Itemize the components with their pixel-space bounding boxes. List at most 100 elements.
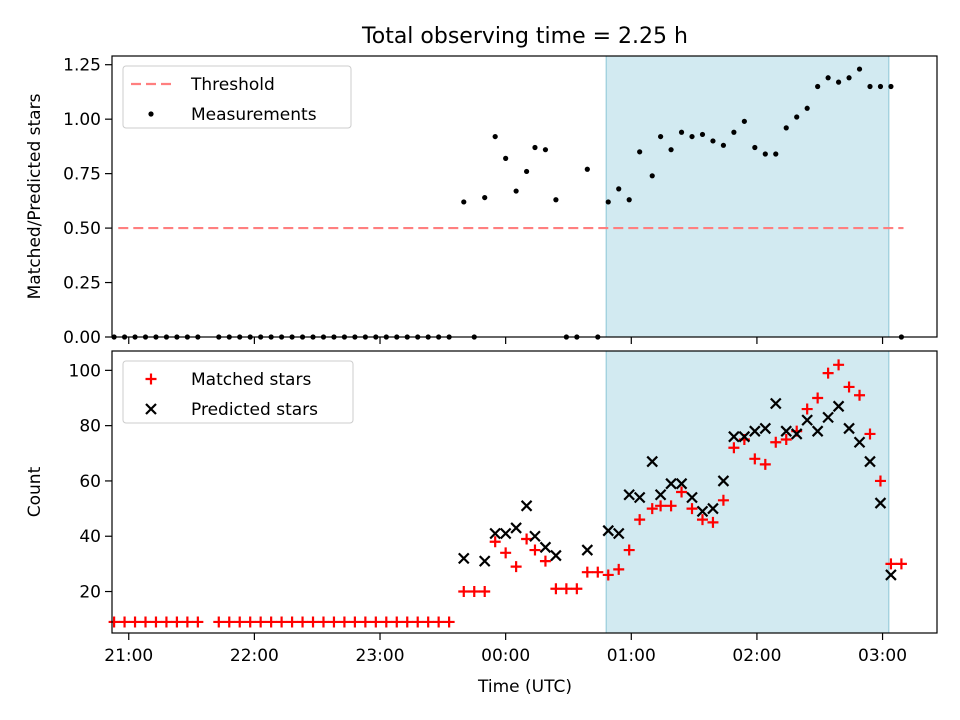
matched-point xyxy=(717,494,729,506)
legend: Threshold Measurements xyxy=(122,65,352,129)
y-tick-label: 0.25 xyxy=(63,274,101,294)
y-tick-label: 80 xyxy=(79,417,101,437)
measurement-point xyxy=(815,83,821,90)
measurement-point xyxy=(804,105,810,111)
matched-point xyxy=(895,558,907,570)
matched-point xyxy=(108,616,120,628)
x-tick-label: 21:00 xyxy=(104,646,153,666)
x-tick-label: 02:00 xyxy=(732,646,781,666)
predicted-point xyxy=(520,500,533,512)
predicted-point xyxy=(510,522,522,534)
count-panel: 20 40 60 80 100 21:00 22:00 23:00 00:00 01:00 02:0… xyxy=(25,350,938,666)
measurement-point xyxy=(794,114,800,120)
predicted-point xyxy=(654,488,667,501)
y-axis-label: Count xyxy=(25,466,45,517)
x-axis-label: Time (UTC) xyxy=(477,677,572,697)
matched-point xyxy=(150,616,162,628)
legend: Matched stars Predicted stars xyxy=(122,360,354,424)
series-matched-stars xyxy=(108,359,907,628)
predicted-point xyxy=(717,475,730,487)
matched-point xyxy=(380,616,392,628)
measurement-point xyxy=(877,83,884,90)
predicted-point xyxy=(633,491,646,504)
matched-point xyxy=(822,367,834,379)
predicted-point xyxy=(832,400,845,413)
matched-point xyxy=(529,544,541,556)
measurement-point xyxy=(503,155,509,161)
predicted-point xyxy=(853,436,866,449)
matched-point xyxy=(234,616,246,628)
x-tick-label: 00:00 xyxy=(481,646,530,666)
measurement-point xyxy=(523,168,530,175)
measurement-point xyxy=(626,197,632,203)
matched-point xyxy=(140,616,152,628)
chart-title: Total observing time = 2.25 h xyxy=(361,24,688,49)
predicted-point xyxy=(843,422,855,435)
plot-frame xyxy=(111,350,938,634)
x-tick-label: 23:00 xyxy=(356,646,405,666)
matched-point xyxy=(307,616,319,628)
matched-point xyxy=(443,616,455,628)
matched-point xyxy=(812,392,824,404)
legend-label: Predicted stars xyxy=(191,400,318,420)
matched-point xyxy=(592,566,604,578)
measurement-point xyxy=(649,173,655,179)
matched-point xyxy=(276,616,288,628)
y-tick-label: 1.25 xyxy=(63,56,101,76)
predicted-point xyxy=(696,505,709,518)
ratio-panel: 0.00 0.25 0.50 0.75 1.00 1.25 Matched/Predicte… xyxy=(25,55,938,348)
measurement-point xyxy=(482,194,488,201)
matched-point xyxy=(885,558,897,570)
matched-point xyxy=(370,616,382,628)
measurement-point xyxy=(867,83,873,90)
matched-point xyxy=(854,389,866,401)
matched-point xyxy=(759,458,771,470)
predicted-point xyxy=(801,414,813,426)
matched-point xyxy=(479,586,491,598)
predicted-point xyxy=(864,455,876,468)
predicted-point xyxy=(665,477,677,490)
measurement-point xyxy=(752,144,758,151)
matched-point xyxy=(510,561,522,573)
plot-frame xyxy=(111,55,938,338)
predicted-point xyxy=(728,430,740,443)
matched-point xyxy=(623,544,635,556)
measurement-point xyxy=(492,133,498,140)
y-tick-label: 60 xyxy=(79,472,101,492)
measurement-point xyxy=(668,147,674,153)
predicted-point xyxy=(602,524,615,537)
predicted-point xyxy=(581,544,594,556)
predicted-point xyxy=(686,491,698,504)
matched-point xyxy=(843,381,855,393)
predicted-point xyxy=(646,455,659,468)
matched-point xyxy=(160,616,172,628)
matched-point xyxy=(864,428,876,440)
matched-point xyxy=(801,403,813,415)
measurement-point xyxy=(513,188,519,194)
predicted-point xyxy=(675,477,688,490)
matched-point xyxy=(665,500,677,512)
predicted-point xyxy=(780,425,793,437)
matched-point xyxy=(655,500,667,512)
matched-point xyxy=(265,616,277,628)
measurement-point xyxy=(731,129,737,135)
measurement-point xyxy=(699,131,706,138)
matched-point xyxy=(749,453,761,465)
predicted-point xyxy=(623,488,635,501)
matched-point xyxy=(255,616,267,628)
measurement-point xyxy=(584,166,590,172)
matched-point xyxy=(422,616,434,628)
predicted-point xyxy=(790,428,803,440)
x-tick-label: 22:00 xyxy=(230,646,279,666)
predicted-point xyxy=(489,527,501,540)
legend-measurement-swatch xyxy=(148,111,154,117)
predicted-point xyxy=(457,552,470,565)
legend-box xyxy=(122,360,354,424)
matched-point xyxy=(571,583,583,595)
matched-point xyxy=(780,433,792,445)
measurement-point xyxy=(689,133,695,140)
predicted-point xyxy=(811,425,824,437)
matched-point xyxy=(521,533,533,545)
y-tick-label: 0.50 xyxy=(63,219,101,239)
